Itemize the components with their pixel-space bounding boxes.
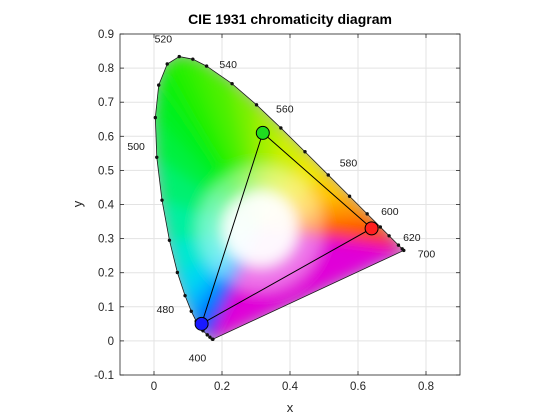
locus-sample-point	[365, 212, 369, 216]
locus-sample-point	[210, 337, 214, 341]
locus-sample-point	[160, 198, 164, 202]
locus-sample-point	[230, 81, 234, 86]
chromaticity-fill	[155, 56, 404, 340]
locus-sample-point	[165, 62, 169, 66]
locus-sample-point	[254, 103, 259, 107]
locus-sample-point	[402, 248, 406, 253]
locus-sample-point	[191, 57, 195, 61]
wavelength-label: 540	[219, 59, 237, 71]
locus-sample-point	[387, 234, 391, 238]
x-tick-label: 0	[151, 381, 157, 393]
locus-sample-point	[326, 173, 330, 177]
locus-sample-point	[396, 243, 401, 247]
wavelength-label: 520	[155, 34, 173, 46]
locus-sample-point	[155, 155, 159, 160]
y-tick-label: 0.1	[98, 302, 114, 314]
y-tick-label: 0.9	[98, 29, 114, 41]
wavelength-label: 500	[127, 141, 145, 153]
y-tick-label: 0.8	[98, 63, 114, 75]
locus-sample-point	[167, 238, 172, 243]
x-tick-label: 0.6	[350, 381, 366, 393]
locus-sample-point	[204, 64, 209, 68]
locus-sample-point	[303, 150, 307, 154]
wavelength-label: 400	[189, 353, 207, 365]
x-tick-label: 0.4	[282, 381, 299, 393]
locus-sample-point	[347, 194, 352, 198]
x-tick-label: 0.2	[214, 381, 230, 393]
wavelength-label: 580	[340, 158, 358, 170]
fill-colors	[155, 56, 404, 340]
y-tick-label: 0.6	[98, 131, 114, 143]
locus-sample-point	[157, 83, 161, 87]
locus-sample-point	[378, 225, 383, 229]
locus-sample-point	[175, 270, 180, 275]
axes: 0 0.2 0.4 0.6 0.8 -0.1 0 0.1 0.2 0.3 0.4 0.5 0.6 0.7 0…	[94, 29, 461, 393]
gamut-triangle	[200, 132, 373, 325]
locus-sample-point	[153, 115, 158, 120]
gamut-primary-marker	[255, 125, 270, 140]
wavelength-labels: 400 480 500 520 540 560 580 600 620 700	[127, 34, 435, 365]
chart-title: CIE 1931 chromaticity diagram	[188, 11, 392, 27]
y-tick-label: -0.1	[94, 370, 114, 382]
wavelength-label: 700	[418, 248, 436, 260]
wavelength-label: 620	[403, 232, 421, 244]
locus-sample-point	[189, 309, 193, 314]
locus-sample-point	[208, 335, 212, 339]
locus-sample-point	[205, 333, 209, 337]
wavelength-label: 600	[381, 206, 399, 218]
y-tick-label: 0.7	[98, 97, 114, 109]
y-tick-label: 0.2	[98, 268, 114, 280]
y-tick-label: 0.5	[98, 165, 114, 177]
x-axis-label: x	[287, 400, 294, 415]
gamut-layer	[194, 125, 379, 331]
locus-sample-point	[279, 126, 283, 130]
gamut-primary-marker	[364, 221, 379, 236]
gamut-primary-marker	[194, 316, 209, 331]
fill-white-halo	[198, 166, 323, 291]
y-axis-label: y	[70, 200, 85, 207]
y-tick-label: 0.4	[98, 200, 115, 212]
wavelength-label: 480	[157, 304, 175, 316]
wavelength-label: 560	[276, 103, 294, 115]
locus-sample-point	[183, 293, 187, 298]
y-tick-label: 0.3	[98, 234, 114, 246]
y-tick-label: 0	[108, 336, 114, 348]
locus-sample-point	[177, 54, 181, 59]
x-tick-label: 0.8	[418, 381, 434, 393]
